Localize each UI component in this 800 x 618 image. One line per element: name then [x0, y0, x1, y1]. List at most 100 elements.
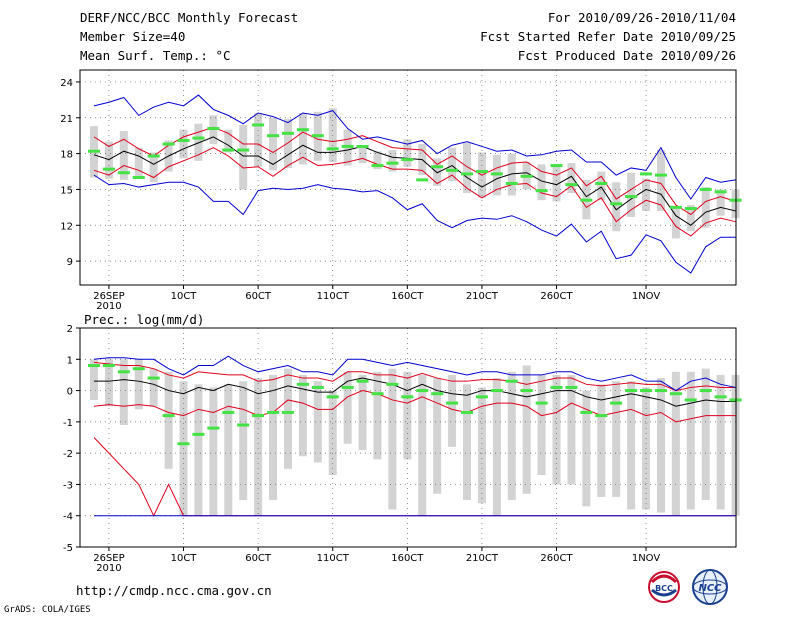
bcc-logo-text: BCC: [655, 584, 673, 593]
precip-box: [522, 365, 531, 494]
temp-line-upper-spread: [93, 126, 736, 216]
temp-box: [686, 204, 695, 232]
temp-box: [269, 117, 278, 171]
precip-median-mark: [416, 389, 429, 393]
precip-ytick-label: -4: [63, 512, 73, 523]
precip-line-max: [93, 355, 736, 392]
temp-median-mark: [640, 172, 653, 176]
temp-box: [567, 163, 576, 194]
temp-median-mark: [490, 172, 503, 176]
precip-box: [328, 390, 337, 476]
temp-median-mark: [684, 207, 697, 211]
precip-box: [492, 378, 501, 516]
precip-box: [119, 359, 128, 425]
temp-median-mark: [88, 149, 100, 153]
temp-box: [716, 189, 725, 216]
temp-median-mark: [416, 178, 429, 182]
precip-median-mark: [595, 414, 608, 418]
temp-box: [179, 129, 188, 159]
temp-median-mark: [311, 134, 324, 138]
temp-ytick-label: 15: [60, 185, 73, 196]
temp-median-mark: [669, 205, 682, 209]
precip-line-upper-spread: [93, 361, 736, 392]
precip-line-min: [93, 437, 736, 517]
precip-box: [134, 359, 143, 410]
temp-median-mark: [237, 148, 250, 152]
precip-median-mark: [132, 367, 145, 371]
precip-median-mark: [207, 426, 220, 430]
temp-median-mark: [714, 190, 727, 194]
precip-box: [239, 381, 248, 501]
precip-xtick-label: 210CT: [466, 553, 499, 564]
precip-median-mark: [610, 401, 623, 405]
temp-median-mark: [401, 158, 414, 162]
precip-box: [448, 374, 457, 447]
temp-box: [552, 165, 561, 202]
precip-median-mark: [535, 401, 548, 405]
temp-line-lower-spread: [93, 147, 736, 237]
temp-ytick-label: 18: [60, 150, 73, 161]
temp-box: [597, 171, 606, 201]
precip-median-mark: [431, 392, 444, 396]
precip-median-mark: [654, 389, 667, 393]
temp-median-mark: [222, 148, 235, 152]
variable-label: Mean Surf. Temp.: °C: [80, 48, 231, 63]
source-url[interactable]: http://cmdp.ncc.cma.gov.cn: [76, 583, 272, 598]
precip-xtick-label: 260CT: [540, 553, 573, 564]
precip-box: [358, 374, 367, 451]
ncc-logo-text: NCC: [698, 583, 722, 594]
precip-box: [597, 384, 606, 497]
temp-xtick-label: 10CT: [171, 291, 198, 302]
precip-box: [298, 374, 307, 457]
temp-median-mark: [132, 176, 145, 179]
precip-line-mean: [94, 377, 736, 407]
temp-median-mark: [565, 183, 578, 187]
temp-median-mark: [281, 131, 294, 135]
temp-xtick-label: 110CT: [317, 291, 350, 302]
precip-line-lower-spread: [93, 390, 736, 423]
precip-median-mark: [446, 401, 459, 405]
precip-median-mark: [461, 410, 473, 414]
precip-median-mark: [475, 395, 488, 399]
precip-median-mark: [356, 379, 369, 383]
temp-median-mark: [610, 202, 623, 206]
temp-frame: [79, 69, 737, 286]
precip-box: [433, 378, 442, 494]
precip-ytick-label: -3: [63, 480, 73, 491]
precip-ytick-label: -2: [63, 449, 73, 460]
temp-box: [537, 164, 546, 201]
precip-box: [313, 381, 322, 463]
precip-median-mark: [699, 389, 712, 393]
precip-box: [164, 371, 173, 469]
temp-xtick-label: 210CT: [466, 291, 499, 302]
precip-median-mark: [222, 410, 235, 414]
precip-box: [373, 371, 382, 460]
precip-median-mark: [625, 389, 638, 393]
precip-xtick-year: 2010: [96, 563, 121, 574]
temp-panel: 9 12 15 18 21 24 26SEP 10CT 60CT 110CT 160CT 210CT 2…: [60, 69, 742, 312]
precip-box: [716, 374, 725, 510]
precip-median-mark: [252, 414, 265, 418]
precip-median-mark: [386, 382, 399, 386]
temp-median-mark: [431, 165, 444, 169]
temp-box: [656, 150, 665, 211]
temp-xtick-label: 1NOV: [632, 291, 661, 302]
precip-median-mark: [281, 410, 294, 414]
precip-median-mark: [520, 389, 533, 393]
precip-median-mark: [237, 423, 250, 427]
precip-xtick-label: 110CT: [317, 553, 350, 564]
temp-median-mark: [356, 144, 369, 148]
precip-box: [388, 368, 397, 510]
precip-median-mark: [296, 382, 309, 386]
bcc-logo: BCC: [648, 571, 680, 603]
temp-median-mark: [550, 164, 563, 168]
precip-title: Prec.: log(mm/d): [84, 312, 205, 327]
member-size: Member Size=40: [80, 29, 186, 44]
grads-credit: GrADS: COLA/IGES: [4, 605, 91, 615]
precip-box: [612, 381, 621, 497]
precip-box: [283, 368, 292, 469]
temp-median-mark: [535, 189, 548, 193]
temp-box: [149, 152, 158, 183]
precip-median-mark: [267, 410, 280, 414]
temp-median-mark: [252, 123, 265, 127]
